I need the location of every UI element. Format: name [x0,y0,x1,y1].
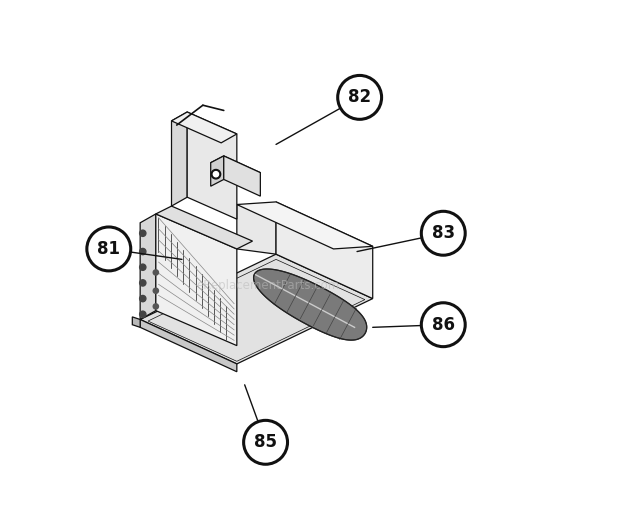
Text: eReplacementParts.com: eReplacementParts.com [197,279,340,292]
Polygon shape [237,204,276,254]
Circle shape [87,227,131,271]
Polygon shape [156,214,237,346]
Text: 82: 82 [348,89,371,106]
Circle shape [153,304,159,309]
Circle shape [211,169,221,179]
Text: 83: 83 [432,224,455,242]
Circle shape [422,211,465,255]
Polygon shape [211,156,260,179]
Polygon shape [172,112,237,143]
Polygon shape [140,320,237,372]
Circle shape [338,75,381,119]
Circle shape [244,420,288,464]
Circle shape [140,296,146,302]
Circle shape [422,303,465,347]
Circle shape [140,280,146,286]
Polygon shape [254,269,366,340]
Text: 86: 86 [432,316,454,334]
Polygon shape [276,202,373,299]
Text: 85: 85 [254,433,277,451]
Polygon shape [237,202,373,249]
Polygon shape [132,317,140,328]
Polygon shape [156,206,252,249]
Circle shape [140,248,146,255]
Circle shape [140,230,146,236]
Polygon shape [172,112,187,206]
Circle shape [213,171,218,177]
Polygon shape [140,214,156,320]
Polygon shape [211,156,224,186]
Polygon shape [187,112,237,219]
Text: 81: 81 [97,240,120,258]
Circle shape [153,288,159,293]
Polygon shape [140,254,373,364]
Circle shape [140,311,146,318]
Polygon shape [224,156,260,196]
Circle shape [153,270,159,275]
Circle shape [140,264,146,270]
